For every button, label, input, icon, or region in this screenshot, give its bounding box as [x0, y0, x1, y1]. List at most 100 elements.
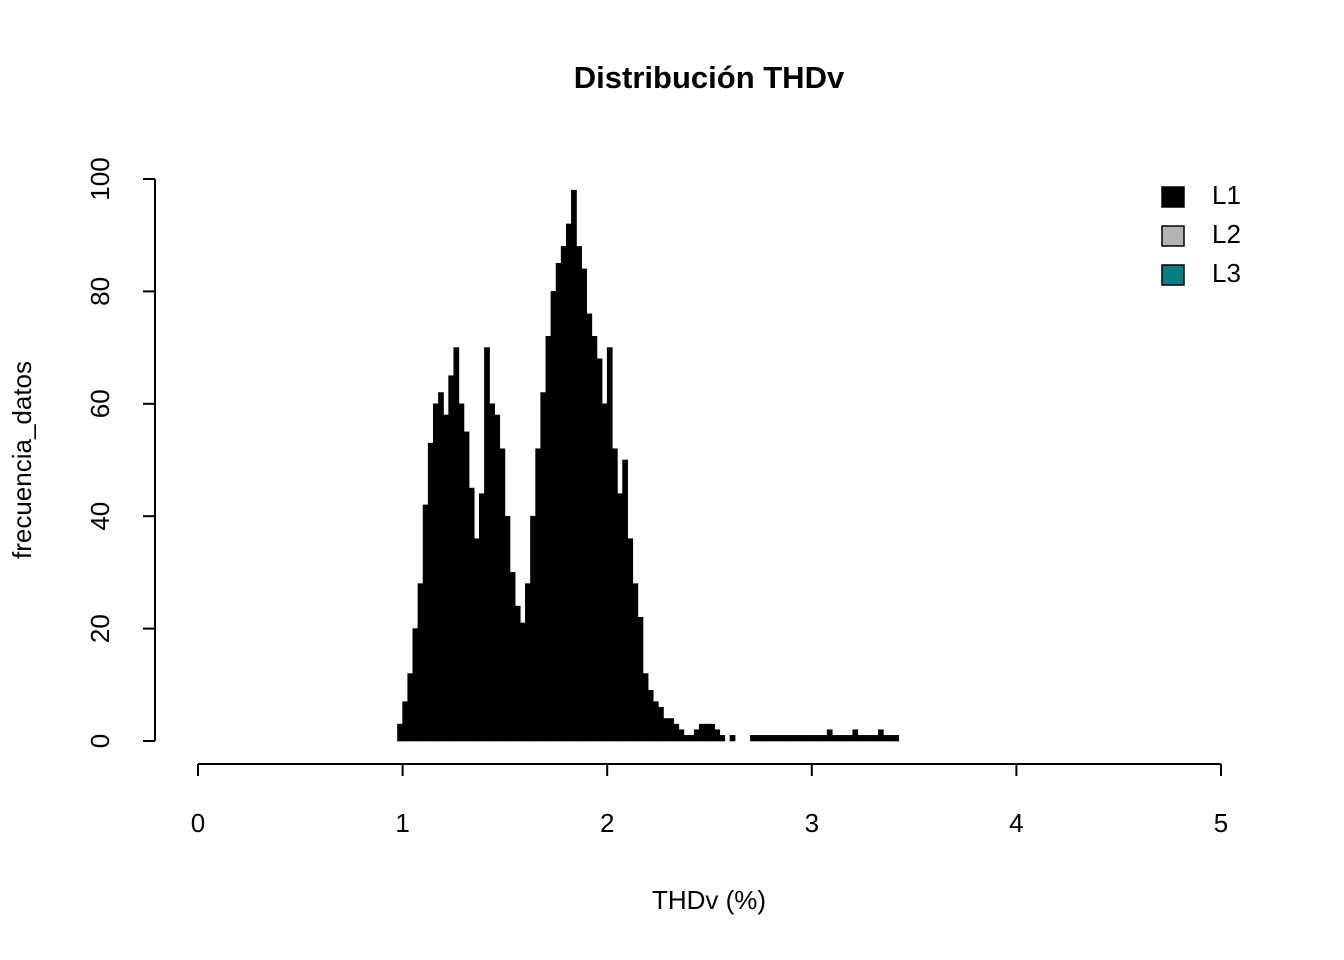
legend-label: L2 [1212, 219, 1241, 249]
bar [673, 723, 680, 742]
bar [698, 723, 705, 742]
bar [796, 735, 802, 742]
bar [765, 735, 772, 742]
bar [872, 735, 879, 742]
bar [816, 735, 823, 742]
bar [397, 723, 403, 742]
bar [709, 723, 715, 742]
x-tick-label: 0 [191, 808, 205, 838]
bar [883, 735, 889, 742]
bar [842, 735, 848, 742]
bar [785, 735, 792, 742]
bar [571, 189, 577, 742]
y-tick-label: 0 [85, 734, 115, 748]
bar [729, 735, 736, 742]
bar [617, 493, 623, 742]
bar [658, 706, 664, 742]
legend-swatch [1161, 264, 1185, 286]
bar [484, 347, 490, 742]
bar [586, 313, 593, 742]
bar [519, 622, 526, 742]
bar [468, 487, 475, 742]
bar [867, 735, 874, 742]
bar [601, 403, 608, 742]
bar [791, 735, 797, 742]
legend-label: L1 [1212, 180, 1241, 210]
bar [801, 735, 807, 742]
bar [668, 718, 674, 742]
bar [550, 291, 557, 742]
x-tick-label: 3 [805, 808, 819, 838]
bar [847, 735, 854, 742]
bar [877, 729, 884, 742]
bar [826, 729, 833, 742]
bar [755, 735, 761, 742]
x-tick-label: 4 [1009, 808, 1023, 838]
x-tick-label: 2 [600, 808, 614, 838]
bar [443, 414, 449, 742]
bar [525, 583, 531, 742]
bar [821, 735, 828, 742]
bar [458, 403, 465, 742]
bar [489, 403, 495, 742]
bar [540, 392, 547, 742]
y-tick-label: 40 [85, 502, 115, 531]
bar [509, 572, 516, 742]
bar [704, 723, 710, 742]
y-tick-label: 60 [85, 389, 115, 418]
bar [775, 735, 782, 742]
bar [837, 735, 843, 742]
bar [407, 673, 414, 742]
bar [499, 448, 506, 742]
bar [852, 729, 859, 742]
bar [453, 347, 460, 742]
bar [473, 538, 480, 742]
bar [555, 262, 562, 742]
bar [652, 701, 659, 742]
bar [591, 336, 598, 742]
bar [427, 442, 434, 742]
bar [632, 583, 639, 742]
bar [417, 583, 424, 742]
bar [514, 605, 521, 742]
bar [504, 515, 511, 742]
bar [719, 735, 726, 742]
bar [893, 735, 900, 742]
bar [693, 729, 700, 742]
bar [647, 690, 654, 742]
bar [688, 735, 695, 742]
bar [642, 673, 649, 742]
bar [576, 246, 582, 742]
bar [888, 735, 894, 742]
y-tick-label: 20 [85, 614, 115, 643]
bar [750, 735, 756, 742]
bar [714, 729, 721, 742]
bar [565, 223, 572, 742]
bar [606, 347, 613, 742]
bar [545, 336, 552, 742]
bar [402, 701, 409, 742]
x-axis-label: THDv (%) [652, 885, 766, 915]
y-tick-label: 80 [85, 277, 115, 306]
bar [535, 448, 542, 742]
bar [438, 392, 444, 742]
bar [412, 628, 419, 742]
legend-label: L3 [1212, 258, 1241, 288]
bar [612, 448, 618, 742]
x-tick-label: 1 [395, 808, 409, 838]
legend-swatch [1161, 186, 1185, 208]
bar [622, 459, 628, 742]
bar [494, 414, 501, 742]
bar [857, 735, 864, 742]
bar [463, 431, 470, 742]
bar [683, 735, 690, 742]
bar [760, 735, 767, 742]
bar [780, 735, 787, 742]
legend-swatch [1161, 225, 1185, 247]
bar [811, 735, 818, 742]
bar [448, 375, 455, 742]
bar [770, 735, 777, 742]
bar [678, 729, 685, 742]
bar [581, 268, 588, 742]
